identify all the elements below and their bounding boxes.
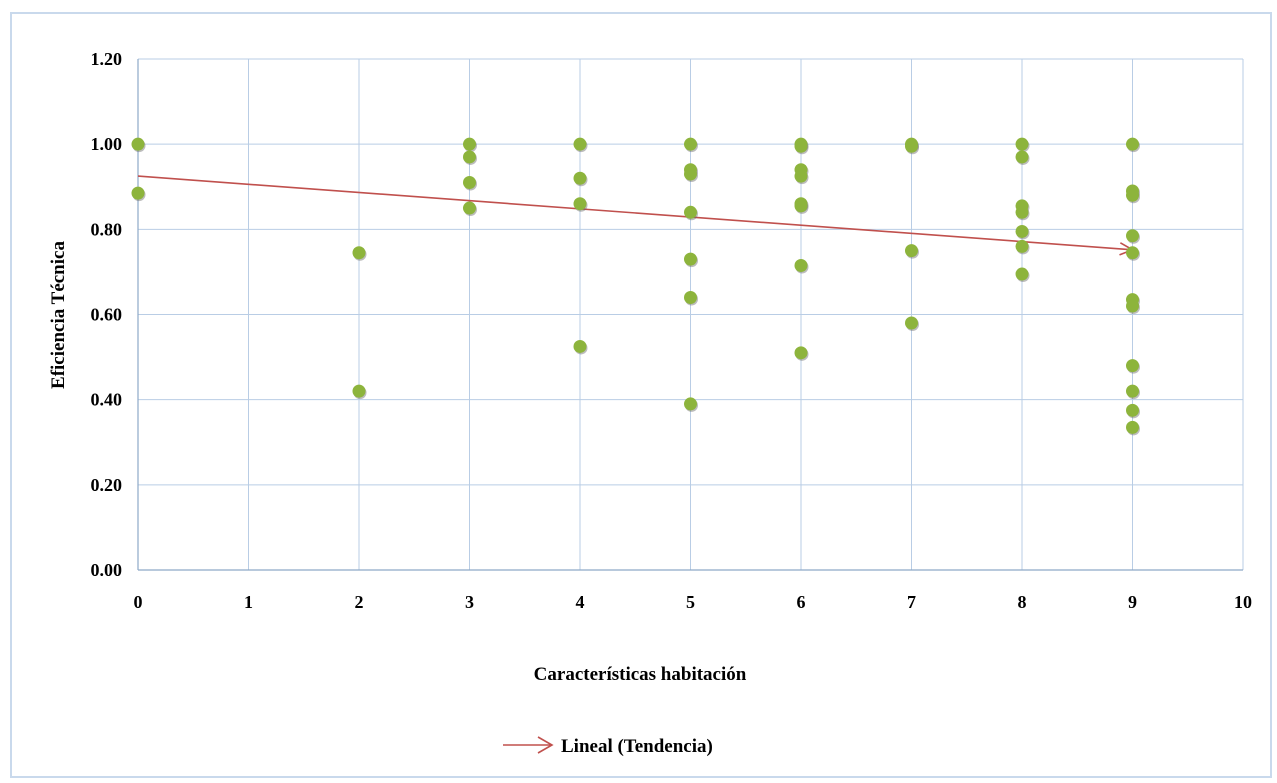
y-tick-label: 0.20: [91, 475, 123, 495]
x-tick-label: 3: [465, 592, 474, 612]
grid-lines: [138, 58, 1244, 570]
data-point: [463, 201, 476, 215]
data-point: [573, 137, 587, 151]
data-point: [1015, 267, 1029, 281]
y-tick-label: 1.00: [91, 134, 123, 154]
data-point: [573, 197, 587, 211]
x-tick-label: 7: [907, 592, 916, 612]
y-tick-label: 1.20: [91, 49, 123, 69]
chart-frame: [10, 12, 1272, 778]
data-point: [794, 259, 808, 273]
data-point: [573, 171, 587, 185]
x-axis-title: Características habitación: [534, 664, 747, 685]
data-point: [1126, 229, 1139, 243]
data-point: [1015, 239, 1029, 253]
x-tick-label: 1: [244, 592, 253, 612]
data-point: [1126, 403, 1139, 417]
data-point: [463, 175, 476, 189]
x-tick-label: 2: [355, 592, 364, 612]
data-point: [352, 246, 366, 260]
data-point: [1126, 420, 1139, 434]
data-point: [684, 290, 697, 304]
data-point: [1015, 137, 1029, 151]
trend-line: [137, 175, 1133, 251]
data-point: [131, 186, 145, 200]
data-point: [794, 346, 808, 360]
legend-arrowhead: [537, 736, 554, 754]
y-tick-label: 0.60: [91, 305, 123, 325]
data-point: [1126, 299, 1139, 313]
data-point: [905, 139, 918, 153]
x-tick-label: 4: [576, 592, 585, 612]
x-tick-label: 10: [1234, 592, 1252, 612]
y-axis-title: Eficiencia Técnica: [48, 241, 69, 389]
data-point: [684, 137, 697, 151]
x-tick-label: 9: [1128, 592, 1137, 612]
y-tick-label: 0.00: [91, 560, 123, 580]
data-point: [1126, 137, 1139, 151]
y-tick-label: 0.40: [91, 390, 123, 410]
data-points: [131, 137, 1140, 436]
data-point: [905, 316, 918, 330]
data-point: [131, 137, 145, 151]
data-point: [684, 167, 697, 181]
data-point: [1126, 384, 1139, 398]
x-tick-label: 6: [797, 592, 806, 612]
data-point: [1015, 224, 1029, 238]
data-point: [905, 244, 918, 258]
trendline: [137, 175, 1135, 256]
data-point: [463, 137, 476, 151]
x-tick-label: 0: [134, 592, 143, 612]
legend: Lineal (Tendencia): [503, 736, 713, 757]
data-point: [684, 252, 697, 266]
data-point: [1126, 246, 1139, 260]
legend-trend-label: Lineal (Tendencia): [561, 736, 713, 757]
data-point: [463, 150, 476, 164]
data-point: [794, 139, 808, 153]
data-point: [1126, 359, 1139, 373]
data-point: [573, 339, 587, 353]
data-point: [684, 397, 697, 411]
x-tick-label: 5: [686, 592, 695, 612]
data-point: [684, 205, 697, 219]
data-point: [794, 199, 808, 213]
data-point: [352, 384, 366, 398]
data-point: [794, 169, 808, 183]
data-point: [1015, 150, 1029, 164]
data-point: [1126, 188, 1139, 202]
y-tick-label: 0.80: [91, 219, 123, 239]
x-tick-label: 8: [1018, 592, 1027, 612]
data-point: [1015, 205, 1029, 219]
x-tick-labels: 0 1 2 3 4 5 6 7 8 9 10: [134, 592, 1253, 612]
y-tick-labels: 0.00 0.20 0.40 0.60 0.80 1.00 1.20: [91, 49, 123, 580]
legend-trend-swatch: [503, 736, 554, 754]
